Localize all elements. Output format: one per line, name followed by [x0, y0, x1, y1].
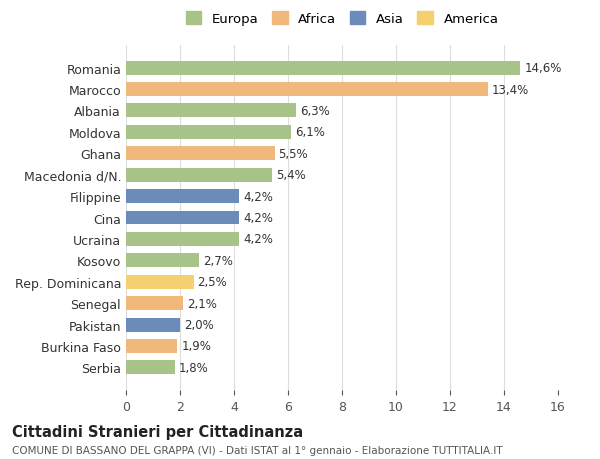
Text: 4,2%: 4,2%: [244, 233, 274, 246]
Bar: [126, 83, 488, 97]
Bar: [126, 126, 290, 140]
Bar: [126, 297, 182, 310]
Text: 2,0%: 2,0%: [184, 319, 214, 331]
Text: 5,5%: 5,5%: [278, 147, 308, 161]
Bar: [126, 254, 199, 268]
Text: 1,9%: 1,9%: [181, 340, 211, 353]
Bar: [126, 104, 296, 118]
Text: 4,2%: 4,2%: [244, 212, 274, 224]
Text: 2,7%: 2,7%: [203, 254, 233, 267]
Text: 6,3%: 6,3%: [300, 105, 330, 118]
Bar: [126, 361, 175, 375]
Bar: [126, 211, 239, 225]
Bar: [126, 190, 239, 204]
Text: Cittadini Stranieri per Cittadinanza: Cittadini Stranieri per Cittadinanza: [12, 425, 303, 440]
Bar: [126, 318, 180, 332]
Text: 14,6%: 14,6%: [524, 62, 562, 75]
Text: 13,4%: 13,4%: [492, 84, 529, 96]
Bar: [126, 275, 193, 289]
Text: 2,1%: 2,1%: [187, 297, 217, 310]
Bar: [126, 62, 520, 75]
Text: COMUNE DI BASSANO DEL GRAPPA (VI) - Dati ISTAT al 1° gennaio - Elaborazione TUTT: COMUNE DI BASSANO DEL GRAPPA (VI) - Dati…: [12, 445, 503, 455]
Text: 2,5%: 2,5%: [197, 275, 227, 289]
Bar: [126, 168, 272, 182]
Text: 6,1%: 6,1%: [295, 126, 325, 139]
Bar: [126, 232, 239, 246]
Text: 4,2%: 4,2%: [244, 190, 274, 203]
Bar: [126, 339, 178, 353]
Legend: Europa, Africa, Asia, America: Europa, Africa, Asia, America: [182, 8, 502, 30]
Text: 1,8%: 1,8%: [179, 361, 208, 374]
Text: 5,4%: 5,4%: [276, 169, 305, 182]
Bar: [126, 147, 275, 161]
